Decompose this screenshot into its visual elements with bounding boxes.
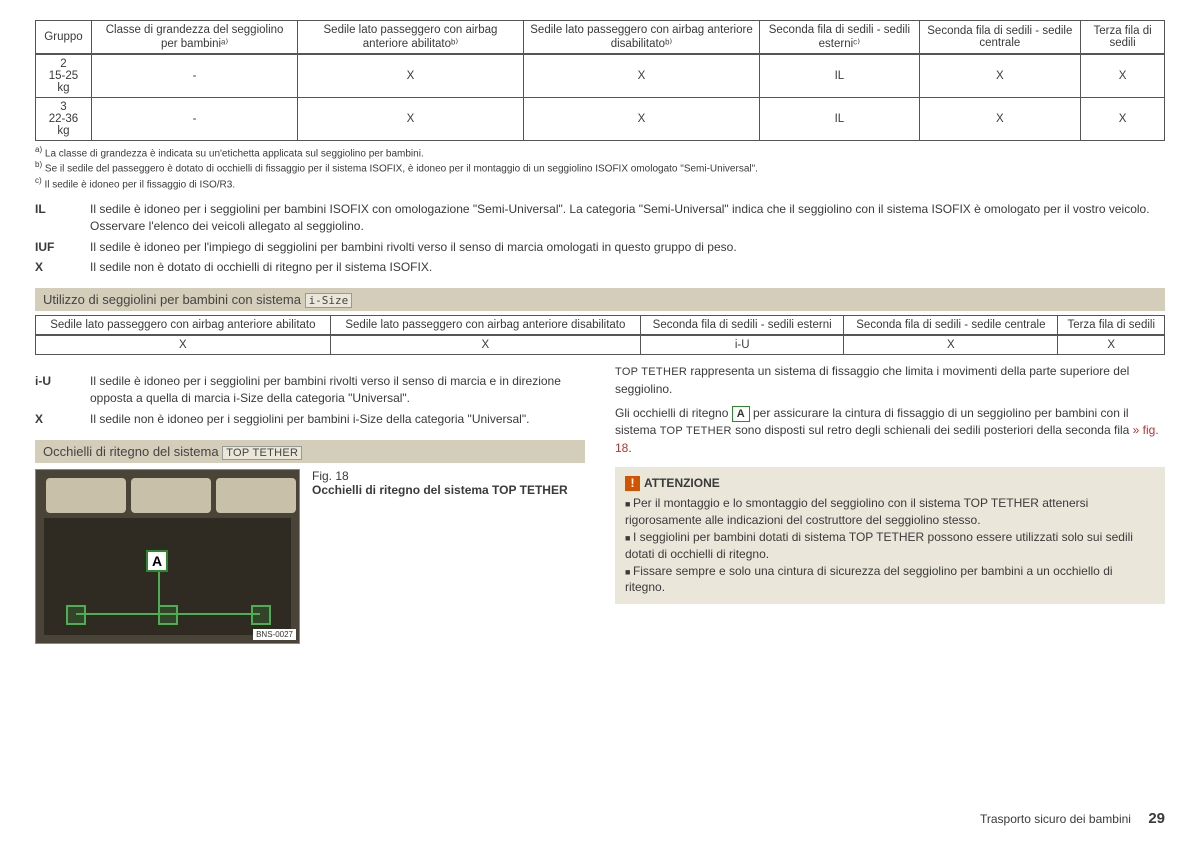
right-column: TOP TETHER TOP TETHER rappresenta un sis… — [615, 363, 1165, 643]
t1-h0: Gruppo — [36, 21, 92, 55]
fig-num: Fig. 18 — [312, 469, 568, 483]
figure-18-caption: Fig. 18 Occhielli di ritegno del sistema… — [312, 469, 568, 644]
t2-h1: Sedile lato passeggero con airbag anteri… — [330, 316, 640, 336]
table1-footnotes: a) La classe di grandezza è indicata su … — [35, 145, 1165, 191]
warn-item-1: I seggiolini per bambini dotati di siste… — [625, 529, 1155, 563]
figure-label-a: A — [146, 550, 168, 572]
t1-r1c5: X — [919, 98, 1081, 141]
t1-h6: Terza fila di sedili — [1081, 21, 1165, 55]
fig-title: Occhielli di ritegno del sistema TOP TET… — [312, 483, 568, 497]
section-toptether-heading: Occhielli di ritegno del sistema TOP TET… — [35, 440, 585, 463]
leg-il: Il sedile è idoneo per i seggiolini per … — [90, 201, 1165, 235]
t1-h4: Seconda fila di sedili - sedili esterniᶜ… — [760, 21, 919, 55]
t2-c4: X — [1058, 335, 1165, 355]
t1-h2: Sedile lato passeggero con airbag anteri… — [298, 21, 524, 55]
t2-h4: Terza fila di sedili — [1058, 316, 1165, 336]
isize-table: Sedile lato passeggero con airbag anteri… — [35, 315, 1165, 355]
t1-r1c1: - — [91, 98, 297, 141]
t1-h3: Sedile lato passeggero con airbag anteri… — [523, 21, 760, 55]
warning-box: ! ATTENZIONE Per il montaggio e lo smonta… — [615, 467, 1165, 605]
right-p2: Gli occhielli di ritegno A per assicurar… — [615, 405, 1165, 456]
sec2-title: Occhielli di ritegno del sistema — [43, 444, 222, 459]
t1-r0c5: X — [919, 54, 1081, 98]
left-column: i-UIl sedile è idoneo per i seggiolini p… — [35, 363, 585, 643]
legend-2: i-UIl sedile è idoneo per i seggiolini p… — [35, 373, 585, 427]
right-p1: TOP TETHER TOP TETHER rappresenta un sis… — [615, 363, 1165, 397]
page-number: 29 — [1148, 810, 1165, 827]
isofix-group-table: Gruppo Classe di grandezza del seggiolin… — [35, 20, 1165, 141]
figure-18: A BNS-0027 Fig. 18 Occhielli di ritegno … — [35, 469, 585, 644]
fn-a: La classe di grandezza è indicata su un'… — [45, 148, 424, 159]
t2-c1: X — [330, 335, 640, 355]
t2-c0: X — [36, 335, 331, 355]
footer-text: Trasporto sicuro dei bambini — [980, 812, 1131, 826]
warning-icon: ! — [625, 476, 640, 491]
t1-r1c4: IL — [760, 98, 919, 141]
t1-h5: Seconda fila di sedili - sedile centrale — [919, 21, 1081, 55]
isize-tag: i-Size — [305, 293, 353, 308]
warning-title: ATTENZIONE — [644, 476, 720, 490]
t1-r1c6: X — [1081, 98, 1165, 141]
section-isize-heading: Utilizzo di seggiolini per bambini con s… — [35, 288, 1165, 311]
leg2-iu: Il sedile è idoneo per i seggiolini per … — [90, 373, 585, 407]
inline-label-a: A — [732, 406, 750, 422]
fn-c: Il sedile è idoneo per il fissaggio di I… — [44, 179, 235, 190]
t1-h1: Classe di grandezza del seggiolino per b… — [91, 21, 297, 55]
t2-c3: X — [844, 335, 1058, 355]
t1-r0c4: IL — [760, 54, 919, 98]
warn-item-0: Per il montaggio e lo smontaggio del seg… — [625, 495, 1155, 529]
page-footer: Trasporto sicuro dei bambini 29 — [980, 810, 1165, 827]
t1-r0c1: - — [91, 54, 297, 98]
t2-c2: i-U — [641, 335, 844, 355]
t1-r0c2: X — [298, 54, 524, 98]
leg-iuf: Il sedile è idoneo per l'impiego di segg… — [90, 239, 1165, 256]
warn-item-2: Fissare sempre e solo una cintura di sic… — [625, 563, 1155, 597]
t1-r1c2: X — [298, 98, 524, 141]
t1-r0c0: 2 15-25 kg — [36, 54, 92, 98]
legend-1: ILIl sedile è idoneo per i seggiolini pe… — [35, 201, 1165, 276]
leg2-x: Il sedile non è idoneo per i seggiolini … — [90, 411, 585, 428]
sec1-title: Utilizzo di seggiolini per bambini con s… — [43, 292, 305, 307]
t1-r1c0: 3 22-36 kg — [36, 98, 92, 141]
t1-r0c3: X — [523, 54, 760, 98]
t1-r0c6: X — [1081, 54, 1165, 98]
t2-h0: Sedile lato passeggero con airbag anteri… — [36, 316, 331, 336]
t2-h2: Seconda fila di sedili - sedili esterni — [641, 316, 844, 336]
fn-b: Se il sedile del passeggero è dotato di … — [45, 164, 758, 175]
t2-h3: Seconda fila di sedili - sedile centrale — [844, 316, 1058, 336]
t1-r1c3: X — [523, 98, 760, 141]
toptether-tag: TOP TETHER — [222, 446, 302, 460]
figure-code: BNS-0027 — [253, 629, 296, 640]
rp2a: Gli occhielli di ritegno — [615, 406, 732, 420]
figure-18-image: A BNS-0027 — [35, 469, 300, 644]
leg-x: Il sedile non è dotato di occhielli di r… — [90, 259, 1165, 276]
